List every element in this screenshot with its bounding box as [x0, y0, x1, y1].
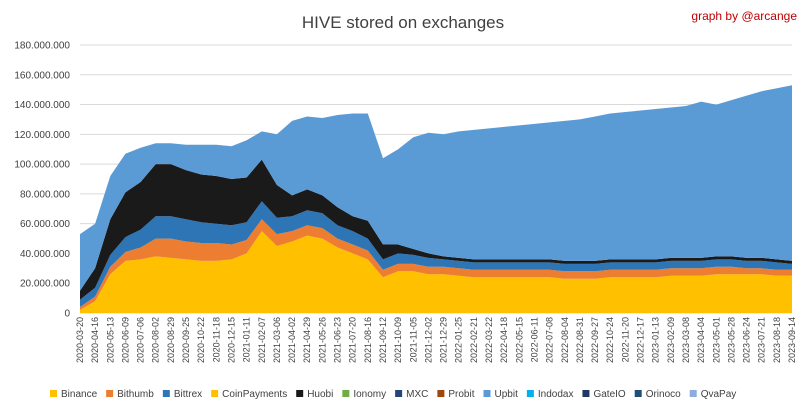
x-tick-label: 2021-01-11 [242, 317, 252, 362]
x-tick-label: 2020-09-25 [181, 317, 191, 363]
y-tick-label: 40.000.000 [20, 249, 70, 260]
x-tick-label: 2020-12-15 [227, 317, 237, 363]
x-tick-label: 2023-05-28 [726, 317, 736, 363]
legend-swatch-orinoco [634, 390, 642, 397]
x-tick-label: 2020-06-09 [120, 317, 130, 363]
x-tick-label: 2022-05-15 [514, 317, 524, 363]
y-tick-label: 80.000.000 [20, 189, 70, 200]
x-tick-label: 2021-09-12 [378, 317, 388, 363]
x-tick-label: 2020-11-18 [211, 317, 221, 362]
legend-label-probit: Probit [448, 389, 474, 400]
series-area-upbit [80, 85, 792, 291]
x-tick-label: 2021-12-02 [423, 317, 433, 363]
x-tick-label: 2021-05-26 [317, 317, 327, 363]
legend-swatch-bithumb [106, 390, 114, 397]
legend-swatch-bittrex [162, 390, 170, 397]
x-tick-label: 2021-12-29 [439, 317, 449, 363]
legend-swatch-mxc [395, 390, 403, 397]
x-tick-label: 2022-02-21 [469, 317, 479, 363]
y-tick-label: 160.000.000 [14, 70, 70, 81]
x-tick-label: 2022-12-17 [636, 317, 646, 363]
legend-swatch-ionomy [342, 390, 350, 397]
x-tick-label: 2022-08-04 [560, 317, 570, 363]
x-tick-label: 2022-09-27 [590, 317, 600, 363]
series-area-binance [80, 231, 792, 313]
legend-label-orinoco: Orinoco [646, 389, 681, 400]
x-tick-label: 2023-08-18 [772, 317, 782, 363]
x-tick-label: 2021-02-07 [257, 317, 267, 363]
x-tick-label: 2020-10-22 [196, 317, 206, 363]
y-tick-label: 120.000.000 [14, 130, 70, 141]
y-tick-label: 0 [64, 309, 70, 320]
x-tick-label: 2023-03-08 [681, 317, 691, 363]
x-tick-label: 2021-06-23 [333, 317, 343, 363]
x-tick-label: 2021-08-16 [363, 317, 373, 363]
y-tick-label: 60.000.000 [20, 219, 70, 230]
legend-label-huobi: Huobi [307, 389, 333, 400]
legend-label-coinpayments: CoinPayments [222, 389, 287, 400]
x-tick-label: 2022-03-22 [484, 317, 494, 363]
legend-swatch-qvapay [689, 390, 697, 397]
x-tick-label: 2021-03-06 [272, 317, 282, 363]
legend-label-mxc: MXC [406, 389, 428, 400]
legend-swatch-indodax [526, 390, 534, 397]
x-tick-label: 2020-05-13 [105, 317, 115, 363]
x-tick-label: 2023-07-21 [757, 317, 767, 363]
x-tick-label: 2020-08-29 [166, 317, 176, 363]
x-tick-label: 2023-01-13 [651, 317, 661, 363]
legend-swatch-probit [437, 390, 445, 397]
x-tick-label: 2021-11-05 [408, 317, 418, 362]
y-axis-ticks: 0 20.000.000 40.000.000 60.000.000 80.000.00… [14, 41, 70, 320]
legend: Binance Bithumb Bittrex CoinPayments Huobi Io… [50, 389, 736, 400]
legend-swatch-gateio [582, 390, 590, 397]
y-tick-label: 20.000.000 [20, 279, 70, 290]
x-tick-label: 2022-11-20 [620, 317, 630, 362]
x-tick-label: 2022-06-11 [530, 317, 540, 362]
x-tick-label: 2020-04-16 [90, 317, 100, 363]
x-tick-label: 2020-07-06 [136, 317, 146, 363]
x-tick-label: 2023-05-01 [711, 317, 721, 363]
x-tick-label: 2021-04-02 [287, 317, 297, 363]
legend-label-ionomy: Ionomy [353, 389, 386, 400]
chart-credit: graph by @arcange [691, 9, 797, 23]
x-tick-label: 2023-02-09 [666, 317, 676, 363]
legend-label-bithumb: Bithumb [117, 389, 154, 400]
x-tick-label: 2022-08-31 [575, 317, 585, 363]
x-tick-label: 2022-07-08 [545, 317, 555, 363]
y-tick-label: 140.000.000 [14, 100, 70, 111]
legend-label-upbit: Upbit [495, 389, 519, 400]
legend-label-bittrex: Bittrex [174, 389, 202, 400]
y-tick-label: 180.000.000 [14, 41, 70, 52]
x-tick-label: 2020-03-20 [75, 317, 85, 363]
x-tick-label: 2023-06-24 [742, 317, 752, 363]
x-axis-ticks: 2020-03-20 2020-04-16 2020-05-13 2020-06-09… [75, 317, 797, 363]
series-area-huobi [80, 159, 792, 300]
x-tick-label: 2020-08-02 [151, 317, 161, 363]
x-tick-label: 2022-10-24 [605, 317, 615, 363]
x-tick-label: 2021-04-29 [302, 317, 312, 363]
legend-label-indodax: Indodax [538, 389, 574, 400]
y-tick-label: 100.000.000 [14, 160, 70, 171]
legend-swatch-upbit [483, 390, 491, 397]
x-tick-label: 2022-01-25 [454, 317, 464, 363]
x-tick-label: 2021-10-09 [393, 317, 403, 363]
legend-label-binance: Binance [61, 389, 98, 400]
x-tick-label: 2021-07-20 [348, 317, 358, 363]
legend-swatch-binance [50, 390, 57, 397]
legend-label-gateio: GateIO [593, 389, 625, 400]
legend-swatch-coinpayments [211, 390, 219, 397]
chart-title: HIVE stored on exchanges [302, 13, 504, 32]
x-tick-label: 2023-09-14 [787, 317, 797, 363]
series-areas [80, 85, 792, 313]
legend-label-qvapay: QvaPay [701, 389, 737, 400]
legend-swatch-huobi [296, 390, 304, 397]
x-tick-label: 2023-04-04 [696, 317, 706, 363]
x-tick-label: 2022-04-18 [499, 317, 509, 363]
